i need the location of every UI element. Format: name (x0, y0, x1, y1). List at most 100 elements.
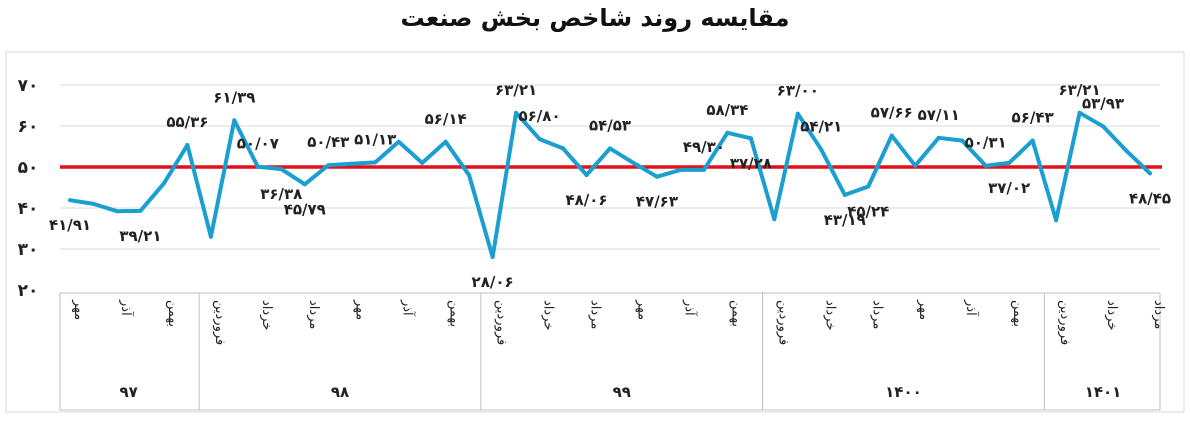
data-point (443, 139, 448, 144)
data-point (185, 143, 190, 148)
data-label: ۵۵/۳۶ (166, 113, 208, 131)
month-label: مرداد (1151, 300, 1166, 329)
data-label: ۴۳/۱۹ (824, 211, 866, 229)
month-label: فروردین (212, 300, 227, 345)
data-label: ۶۳/۲۱ (495, 81, 537, 99)
month-label: آذر (118, 299, 135, 317)
data-label: ۵۱/۱۳ (354, 130, 396, 148)
y-tick-label: ۳۰ (18, 240, 39, 260)
y-tick-label: ۵۰ (18, 158, 39, 178)
data-point (654, 174, 659, 179)
data-label: ۵۴/۵۳ (589, 116, 631, 134)
data-point (631, 160, 636, 165)
month-label: فروردین (775, 300, 790, 345)
year-label: ۱۴۰۱ (1085, 383, 1122, 401)
month-label: فروردین (1057, 300, 1072, 345)
series-points (68, 110, 1152, 259)
month-label: بهمن (728, 300, 743, 327)
data-point (1077, 110, 1082, 115)
data-point (866, 184, 871, 189)
data-label: ۶۱/۳۹ (213, 88, 255, 106)
data-point (138, 208, 143, 213)
month-label: مهر (71, 299, 86, 320)
data-point (514, 110, 519, 115)
data-label: ۵۳/۹۳ (1082, 94, 1124, 112)
data-label: ۵۸/۳۴ (706, 101, 748, 119)
data-point (1148, 171, 1152, 176)
data-label: ۵۰/۰۷ (237, 135, 279, 153)
data-label: ۴۷/۶۳ (636, 193, 678, 211)
data-point (373, 160, 378, 165)
data-point (396, 139, 401, 144)
data-label: ۵۰/۳۱ (965, 134, 1007, 152)
data-point (161, 181, 166, 186)
year-label: ۹۸ (331, 383, 349, 401)
data-point (983, 163, 988, 168)
data-label: ۵۷/۶۶ (871, 104, 913, 122)
data-point (349, 161, 354, 166)
x-axis-category-box (59, 292, 1161, 411)
y-tick-label: ۶۰ (18, 117, 39, 137)
month-labels: مهر آذر بهمن فروردین خرداد مرداد مهر آذر بهمن فرو… (71, 299, 1166, 345)
data-point (255, 164, 260, 169)
year-label: ۱۴۰۰ (885, 383, 922, 401)
data-point (302, 182, 307, 187)
y-tick-label: ۴۰ (18, 199, 39, 219)
data-point (1007, 160, 1012, 165)
data-point (584, 172, 589, 177)
data-label: ۳۷/۰۲ (988, 179, 1030, 197)
data-label: ۴۵/۷۹ (284, 200, 326, 218)
month-label: مهر (916, 299, 931, 320)
month-label: آذر (400, 299, 417, 317)
year-label: ۹۹ (613, 383, 631, 401)
month-label: خرداد (822, 300, 837, 330)
data-point (490, 254, 495, 259)
data-label: ۳۶/۳۸ (260, 185, 302, 203)
month-label: مهر (353, 299, 368, 320)
data-point (232, 118, 237, 123)
data-label: ۳۷/۲۸ (730, 154, 772, 172)
data-point (889, 133, 894, 138)
data-label: ۴۸/۴۵ (1129, 189, 1171, 207)
data-point (114, 209, 119, 214)
data-point (819, 147, 824, 152)
data-point (561, 146, 566, 151)
data-point (1124, 148, 1129, 153)
month-label: بهمن (447, 300, 462, 327)
data-point (842, 192, 847, 197)
data-label: ۴۵/۲۴ (847, 203, 889, 221)
month-label: بهمن (1010, 300, 1025, 327)
data-point (68, 198, 72, 203)
month-label: مرداد (306, 300, 321, 329)
data-point (608, 146, 612, 151)
data-label: ۲۸/۰۶ (472, 273, 514, 291)
year-labels: ۹۷ ۹۸ ۹۹ ۱۴۰۰ ۱۴۰۱ (120, 383, 1122, 401)
month-label: بهمن (165, 300, 180, 327)
y-axis-ticks: ۲۰ ۳۰ ۴۰ ۵۰ ۶۰ ۷۰ (18, 76, 39, 301)
data-point (91, 201, 96, 206)
plot-frame (5, 51, 1185, 413)
month-label: خرداد (1104, 300, 1119, 330)
y-tick-label: ۷۰ (18, 76, 39, 96)
y-tick-label: ۲۰ (18, 281, 39, 301)
month-label: خرداد (541, 300, 556, 330)
data-point (725, 130, 730, 135)
data-point (678, 167, 683, 172)
data-point (795, 111, 800, 116)
data-label: ۴۱/۹۱ (49, 216, 91, 234)
data-point (1101, 124, 1106, 129)
month-label: مرداد (869, 300, 884, 329)
month-label: فروردین (494, 300, 509, 345)
month-label: خرداد (259, 300, 274, 330)
data-point (772, 217, 777, 222)
data-point (537, 137, 542, 142)
month-label: آذر (963, 299, 980, 317)
data-label: ۵۶/۸۰ (519, 107, 561, 125)
data-label: ۶۳/۲۱ (1059, 81, 1101, 99)
data-point (1030, 138, 1035, 143)
data-label: ۵۷/۱۱ (918, 106, 960, 124)
data-point (701, 167, 706, 172)
month-label: مهر (634, 299, 649, 320)
data-point (936, 135, 941, 140)
